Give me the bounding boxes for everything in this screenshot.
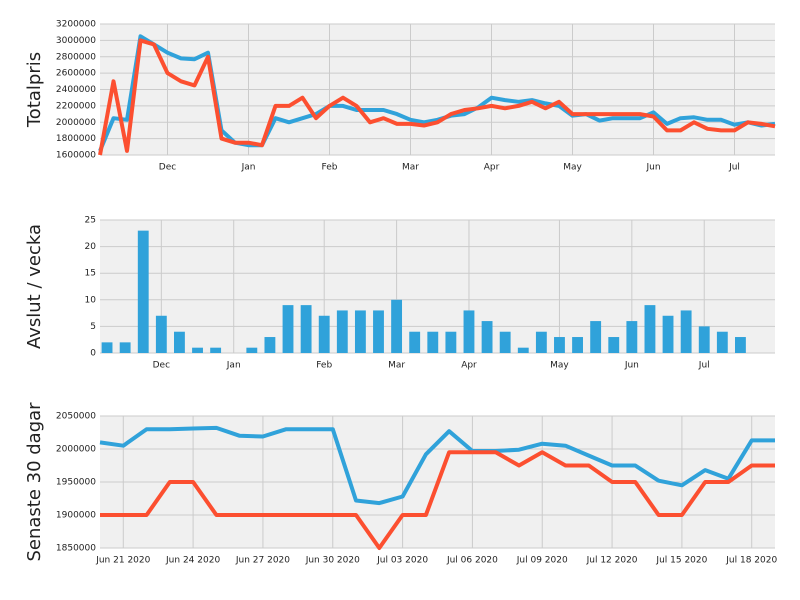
y-tick-label: 15 bbox=[85, 269, 96, 279]
y-tick-label: 5 bbox=[90, 322, 96, 332]
y-tick-label: 1850000 bbox=[56, 544, 96, 554]
bar bbox=[174, 331, 185, 353]
bar bbox=[427, 331, 439, 353]
x-tick-label: Jul 03 2020 bbox=[376, 556, 428, 566]
bar bbox=[282, 305, 294, 353]
x-tick-label: Jul bbox=[698, 361, 710, 371]
x-tick-label: May bbox=[563, 163, 582, 173]
bar bbox=[137, 230, 149, 353]
bar bbox=[391, 299, 403, 353]
bar bbox=[409, 331, 421, 353]
bar bbox=[192, 347, 203, 353]
bar bbox=[445, 331, 457, 353]
bar bbox=[572, 337, 583, 353]
y-tick-label: 1800000 bbox=[56, 134, 96, 144]
y-axis-label: Avslut / vecka bbox=[24, 224, 45, 349]
y-tick-label: 25 bbox=[85, 216, 96, 226]
line-series bbox=[100, 450, 775, 550]
x-tick-label: Jun 30 2020 bbox=[305, 556, 360, 566]
x-tick-label: Feb bbox=[322, 163, 338, 173]
bar bbox=[119, 342, 131, 353]
y-tick-label: 2400000 bbox=[56, 85, 96, 95]
y-tick-label: 1600000 bbox=[56, 151, 96, 161]
x-tick-label: Dec bbox=[159, 163, 176, 173]
y-tick-label: 1950000 bbox=[56, 478, 96, 488]
plot-background bbox=[100, 220, 775, 353]
bar bbox=[626, 321, 638, 353]
bar bbox=[644, 305, 656, 353]
bar bbox=[698, 326, 710, 353]
y-tick-label: 3200000 bbox=[56, 20, 96, 30]
y-axis-label: Totalpris bbox=[24, 52, 45, 128]
x-tick-label: Jan bbox=[241, 163, 256, 173]
x-tick-label: Jun 21 2020 bbox=[95, 556, 150, 566]
x-tick-label: Mar bbox=[402, 163, 419, 173]
x-tick-label: Jun 24 2020 bbox=[165, 556, 220, 566]
y-tick-label: 2050000 bbox=[56, 412, 96, 422]
x-tick-label: Jul bbox=[728, 163, 740, 173]
bar bbox=[264, 337, 276, 353]
line-series bbox=[99, 425, 775, 506]
x-tick-label: Apr bbox=[484, 163, 500, 173]
y-tick-label: 3000000 bbox=[56, 36, 96, 46]
bar bbox=[499, 331, 511, 353]
x-tick-label: Dec bbox=[153, 361, 170, 371]
bar bbox=[155, 315, 167, 353]
line-series bbox=[98, 38, 776, 156]
x-tick-label: Mar bbox=[388, 361, 405, 371]
y-tick-label: 2000000 bbox=[56, 445, 96, 455]
bar bbox=[716, 331, 728, 353]
x-tick-label: May bbox=[550, 361, 569, 371]
x-tick-label: Jan bbox=[226, 361, 241, 371]
x-tick-label: Jul 06 2020 bbox=[446, 556, 498, 566]
y-tick-label: 20 bbox=[85, 242, 97, 252]
y-tick-label: 2200000 bbox=[56, 101, 96, 111]
x-tick-label: Apr bbox=[461, 361, 477, 371]
bar bbox=[354, 310, 366, 353]
bar bbox=[734, 337, 746, 353]
bar bbox=[662, 315, 674, 353]
bar bbox=[463, 310, 475, 353]
bar bbox=[318, 315, 330, 353]
x-tick-label: Feb bbox=[316, 361, 332, 371]
bar bbox=[481, 321, 493, 353]
bar bbox=[373, 310, 384, 353]
y-tick-label: 0 bbox=[90, 349, 96, 359]
y-tick-label: 2000000 bbox=[56, 118, 96, 128]
x-tick-label: Jul 12 2020 bbox=[586, 556, 638, 566]
x-tick-label: Jul 18 2020 bbox=[725, 556, 777, 566]
x-tick-label: Jul 09 2020 bbox=[516, 556, 568, 566]
bar bbox=[246, 347, 258, 353]
bar bbox=[101, 342, 113, 353]
y-tick-label: 1900000 bbox=[56, 511, 96, 521]
y-tick-label: 10 bbox=[85, 295, 97, 305]
bar bbox=[554, 337, 565, 353]
bar bbox=[210, 347, 222, 353]
x-tick-label: Jun 27 2020 bbox=[235, 556, 290, 566]
x-tick-label: Jul 15 2020 bbox=[655, 556, 707, 566]
bar bbox=[608, 337, 620, 353]
x-tick-label: Jun bbox=[645, 163, 660, 173]
bar bbox=[336, 310, 348, 353]
bar bbox=[517, 347, 529, 353]
y-tick-label: 2800000 bbox=[56, 52, 96, 62]
bar bbox=[300, 305, 312, 353]
bar bbox=[680, 310, 692, 353]
x-tick-label: Jun bbox=[624, 361, 639, 371]
bar bbox=[590, 321, 602, 353]
y-axis-label: Senaste 30 dagar bbox=[24, 402, 45, 562]
y-tick-label: 2600000 bbox=[56, 69, 96, 79]
bar bbox=[535, 331, 547, 353]
